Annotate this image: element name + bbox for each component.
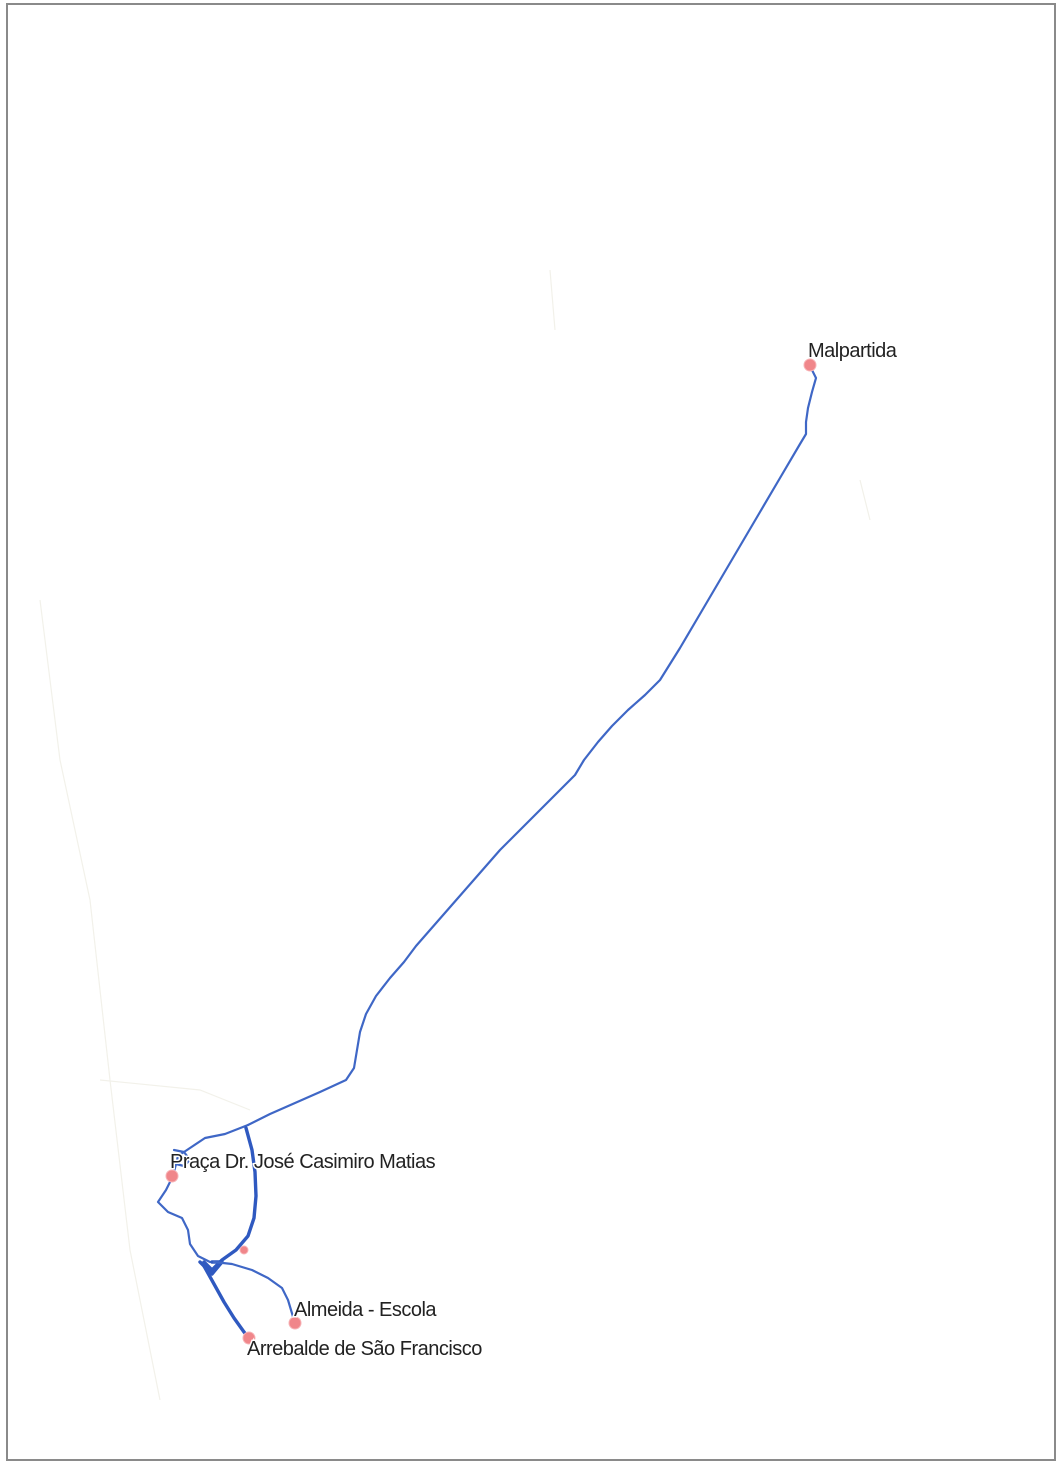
route-line-town-west bbox=[156, 1123, 250, 1264]
route-line-arrebalde bbox=[202, 1264, 251, 1340]
stop-marker-arrebalde[interactable] bbox=[242, 1331, 256, 1345]
label-almeida-escola: Almeida - Escola bbox=[294, 1299, 437, 1321]
stop-marker-unlabeled[interactable] bbox=[239, 1245, 249, 1255]
route-line-east-arc bbox=[202, 1126, 258, 1272]
stop-marker-malpartida[interactable] bbox=[803, 358, 817, 372]
route-line-praca-loop bbox=[172, 1148, 192, 1168]
label-praca: Praça Dr. José Casimiro Matias bbox=[170, 1151, 436, 1173]
route-line-almeida bbox=[212, 1260, 296, 1322]
route-line-malpartida bbox=[246, 364, 818, 1127]
stop-marker-almeida-escola[interactable] bbox=[288, 1316, 302, 1330]
label-malpartida-halo: Malpartida bbox=[808, 340, 898, 362]
label-malpartida: Malpartida bbox=[808, 340, 898, 362]
label-almeida-escola-halo: Almeida - Escola bbox=[294, 1299, 437, 1321]
label-praca-halo: Praça Dr. José Casimiro Matias bbox=[170, 1151, 436, 1173]
stop-marker-praca[interactable] bbox=[165, 1169, 179, 1183]
label-arrebalde: Arrebalde de São Francisco bbox=[247, 1338, 482, 1360]
label-arrebalde-halo: Arrebalde de São Francisco bbox=[247, 1338, 482, 1360]
background-features bbox=[39, 269, 871, 1401]
